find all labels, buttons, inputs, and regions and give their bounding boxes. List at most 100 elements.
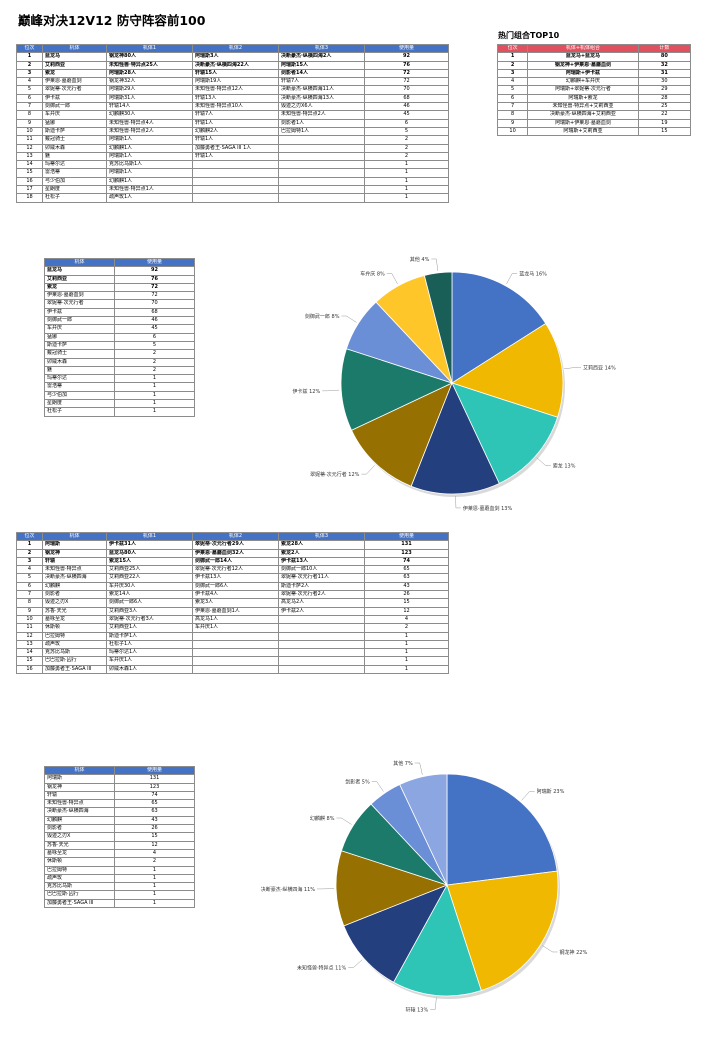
table-cell: 92 [114,266,195,276]
column-header: 使用量 [364,531,449,542]
table-cell: 68 [364,93,449,104]
label-leader-line [348,959,363,968]
table-cell: 1 [364,176,449,187]
table-cell: 63 [364,573,449,583]
label-leader-line [455,495,461,509]
table-cell: 2 [114,365,195,376]
pie-data-label: 未知怪兽·特异点 11% [297,965,347,972]
label-leader-line [564,367,582,370]
table-cell: 5 [364,126,449,137]
table-cell: 1 [114,382,195,392]
table-row: 加藤勇者王·SAGA III 1 [44,898,195,909]
table-cell: 1 [114,865,195,875]
table-cell: 10 [496,126,529,137]
table-cell: 74 [114,790,195,801]
pie-slice [446,870,559,992]
table-row: 4 幻麟麒+车弁庆 30 [496,77,692,87]
table-row: 杜松子 1 [44,407,195,417]
top-combo-table: 位次 机体+机体组合 计数 1 蓝龙马+蓝龙马 80 2 钢龙神+伊莱恩·墓蘑血剑 32 3 阿瑞斯… [496,43,692,137]
table-row: 未知怪兽·特异点 65 [44,799,195,809]
table-cell: 5 [496,85,529,95]
table-cell: 1 [114,873,195,884]
table-cell: 123 [114,782,195,792]
label-leader-line [536,457,551,466]
pie-data-label: 车弁庆 8% [360,270,385,277]
pie-data-label: 蓝龙马 16% [519,270,547,277]
pie-data-label: 其他 7% [393,760,413,767]
table-cell: 2 [114,357,195,367]
section2-summary-table: 机体 使用量 阿瑞斯 131 钢龙神 123 轩辕 74 未知怪兽·特异点 65 决断豪杰·纵横四海… [44,765,195,909]
table-cell: 2 [114,349,195,359]
pie-data-label: 剑御武一郎 8% [305,313,340,320]
pie-data-label: 轩辕 13% [406,1006,429,1013]
table-row: 7 剑御武一郎 轩辕14人 未知怪兽·特异点10人 毁迹之刃X6人 46 [16,102,449,112]
table-cell: 70 [364,85,449,95]
table-cell: 1 [364,631,449,641]
label-leader-line [506,273,518,285]
table-cell: 6 [364,118,449,128]
table-row: 8 决断豪杰·纵横四海+艾莉西亚 22 [496,110,692,120]
pie-data-label: 伊卡兹 12% [293,388,321,395]
table-row: 2 艾莉西亚 未知怪兽·特异点25人 决断豪杰·纵横四海22人 阿瑞斯15人 76 [16,60,449,70]
pie-slice [392,883,482,997]
table-row: 18 杜松子 疏声玫1人 1 [16,193,449,203]
pie-data-label: 决断豪杰·纵横四海 11% [261,886,316,893]
table-cell: 76 [364,60,449,70]
label-leader-line [430,997,437,1010]
label-leader-line [361,465,375,475]
table-row: 5 阿瑞斯+翠妮蒂·次元行者 29 [496,85,692,95]
table-cell: 3 [496,68,529,79]
table-row: 16 加藤勇者王·SAGA III 卯威木森1人 1 [16,664,449,675]
table-cell: 1 [364,639,449,650]
pie-data-label: 其他 4% [410,256,430,263]
table-cell: 123 [364,548,449,558]
section1-table: 位次 机体 机体1 机体2 机体3 使用量 1 蓝龙马 钢龙神80人 阿瑞斯3人 决断豪杰·纵横四海… [16,43,449,203]
table-cell: 2 [364,151,449,162]
pie-data-label: 阿瑞斯 23% [537,788,565,795]
label-leader-line [542,945,558,953]
table-row: 决断豪杰·纵横四海 63 [44,807,195,817]
table-cell: 46 [364,102,449,112]
table-cell: 15 [114,832,195,842]
table-row: 翠妮蒂·次元行者 70 [44,299,195,309]
table-cell: 1 [114,374,195,384]
table-cell: 68 [114,307,195,318]
label-leader-line [336,817,352,825]
pie-data-label: 索龙 13% [553,463,576,470]
table-row: 16 弓少伯加 幻麟麒1人 1 [16,176,449,187]
table-cell: 1 [114,882,195,892]
table-cell: 26 [364,590,449,600]
table-row: 13 魅阿瑞斯1人 轩辕1人 2 [16,151,449,162]
label-leader-line [322,389,340,392]
table-row: 1 蓝龙马+蓝龙马 80 [496,52,692,62]
table-cell: 131 [114,774,195,784]
table-cell: 15 [364,598,449,608]
table-cell: 22 [637,110,692,120]
table-row: 9 猛娜 未知怪兽·特异点4人 轩辕1人 剑影者1人 6 [16,118,449,128]
table-cell: 2 [364,143,449,153]
label-leader-line [341,315,357,323]
table-cell: 12 [114,840,195,850]
table-cell: 1 [364,193,449,203]
table-row: 伊莱恩·墓蘑血剑 72 [44,291,195,301]
table-row: 2 钢龙神+伊莱恩·墓蘑血剑 32 [496,60,692,70]
table-cell: 1 [114,407,195,417]
table-cell: 72 [364,68,449,79]
table-row: 14 克苏比乌斯 玛蒂尔达1人 1 [16,648,449,658]
table-row: 5 翠妮蒂·次元行者 阿瑞斯29人 未知怪兽·特异点12人 决断豪杰·纵横四海11人 70 [16,85,449,95]
table-cell: 72 [114,282,195,293]
label-leader-line [386,273,398,285]
table-row: 3 阿瑞斯+伊卡兹 31 [496,68,692,79]
table-cell: 4 [496,77,529,87]
table-cell: 65 [114,799,195,809]
table-cell: 6 [114,332,195,342]
column-header: 使用量 [364,43,449,54]
table-cell: 26 [114,824,195,834]
table-cell: 1 [114,898,195,909]
table-cell: 12 [364,606,449,616]
table-cell: 6 [496,93,529,104]
table-cell: 1 [364,648,449,658]
table-cell: 1 [114,390,195,401]
table-cell: 76 [114,274,195,284]
